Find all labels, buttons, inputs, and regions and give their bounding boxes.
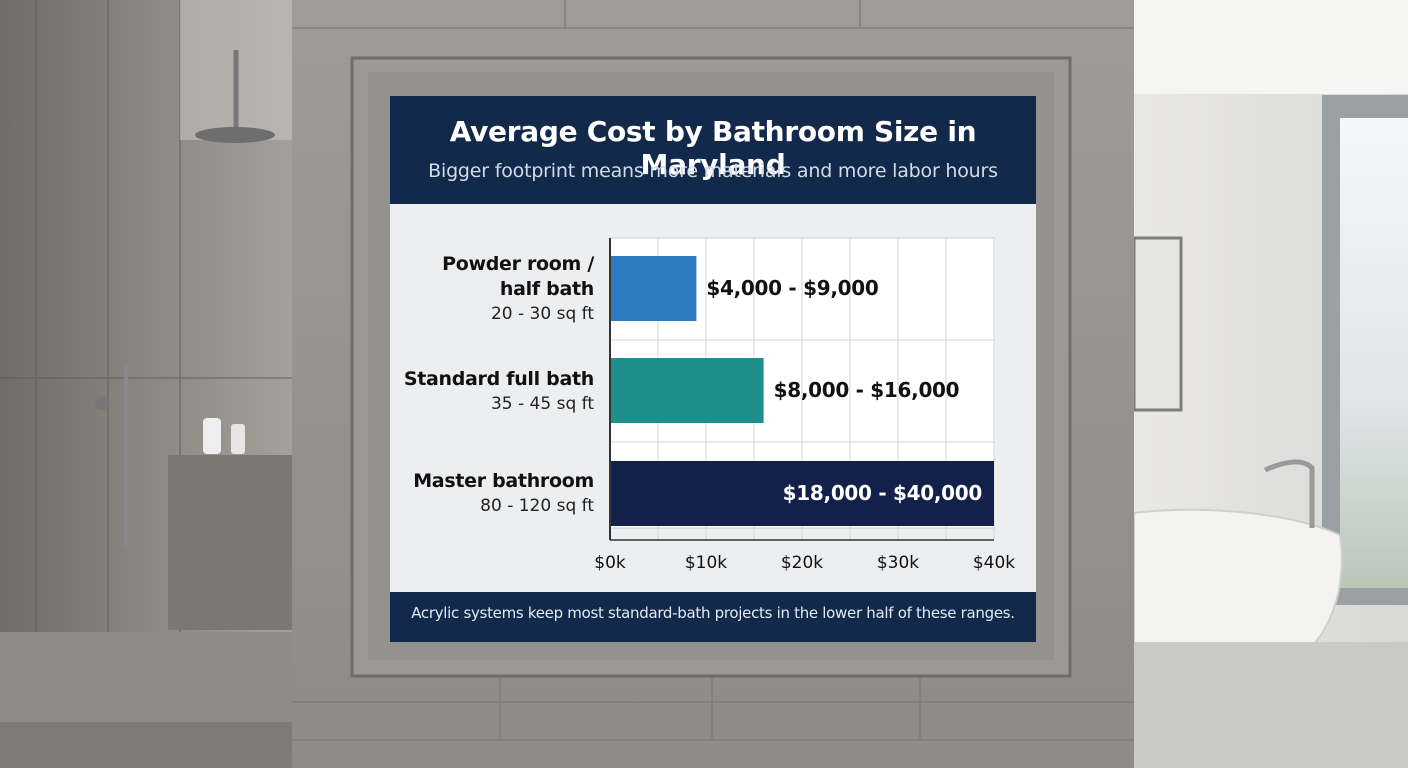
category-size: 35 - 45 sq ft bbox=[490, 394, 594, 414]
category-name-line: Powder room / bbox=[442, 253, 594, 275]
bar-standard-full-bath bbox=[610, 358, 764, 423]
x-tick-label: $40k bbox=[972, 553, 1016, 573]
x-tick-label: $0k bbox=[594, 553, 626, 573]
shower-niche bbox=[168, 455, 292, 630]
x-tick-label: $30k bbox=[876, 553, 920, 573]
x-tick-label: $20k bbox=[780, 553, 824, 573]
category-name-line: Standard full bath bbox=[403, 368, 594, 390]
window-view bbox=[1340, 118, 1408, 588]
bar-powder-room bbox=[610, 256, 697, 321]
category-name-line: half bath bbox=[499, 278, 594, 300]
category-size: 20 - 30 sq ft bbox=[490, 304, 594, 324]
chart-subtitle: Bigger footprint means more materials an… bbox=[428, 160, 998, 182]
bar-master-bathroom bbox=[610, 461, 994, 526]
value-label-master-bathroom: $18,000 - $40,000 bbox=[782, 480, 983, 505]
chart-title: Average Cost by Bathroom Size in Marylan… bbox=[449, 115, 977, 181]
poster-header bbox=[390, 96, 1036, 206]
x-tick-label: $10k bbox=[684, 553, 728, 573]
category-size: 80 - 120 sq ft bbox=[480, 496, 594, 516]
chart-footnote: Acrylic systems keep most standard-bath … bbox=[411, 604, 1015, 622]
wall-mirror bbox=[1132, 236, 1183, 412]
category-label-standard-full-bath: Standard full bath 35 - 45 sq ft bbox=[404, 367, 594, 416]
category-label-master-bathroom: Master bathroom 80 - 120 sq ft bbox=[413, 469, 594, 518]
value-label-powder-room: $4,000 - $9,000 bbox=[706, 275, 879, 300]
poster-footer bbox=[390, 592, 1036, 642]
right-floor bbox=[1134, 642, 1408, 768]
category-name-line: Master bathroom bbox=[413, 470, 594, 492]
rain-shower-head-icon bbox=[195, 127, 275, 143]
category-label-powder-room: Powder room / half bath 20 - 30 sq ft bbox=[442, 252, 594, 326]
value-label-standard-full-bath: $8,000 - $16,000 bbox=[773, 377, 960, 402]
